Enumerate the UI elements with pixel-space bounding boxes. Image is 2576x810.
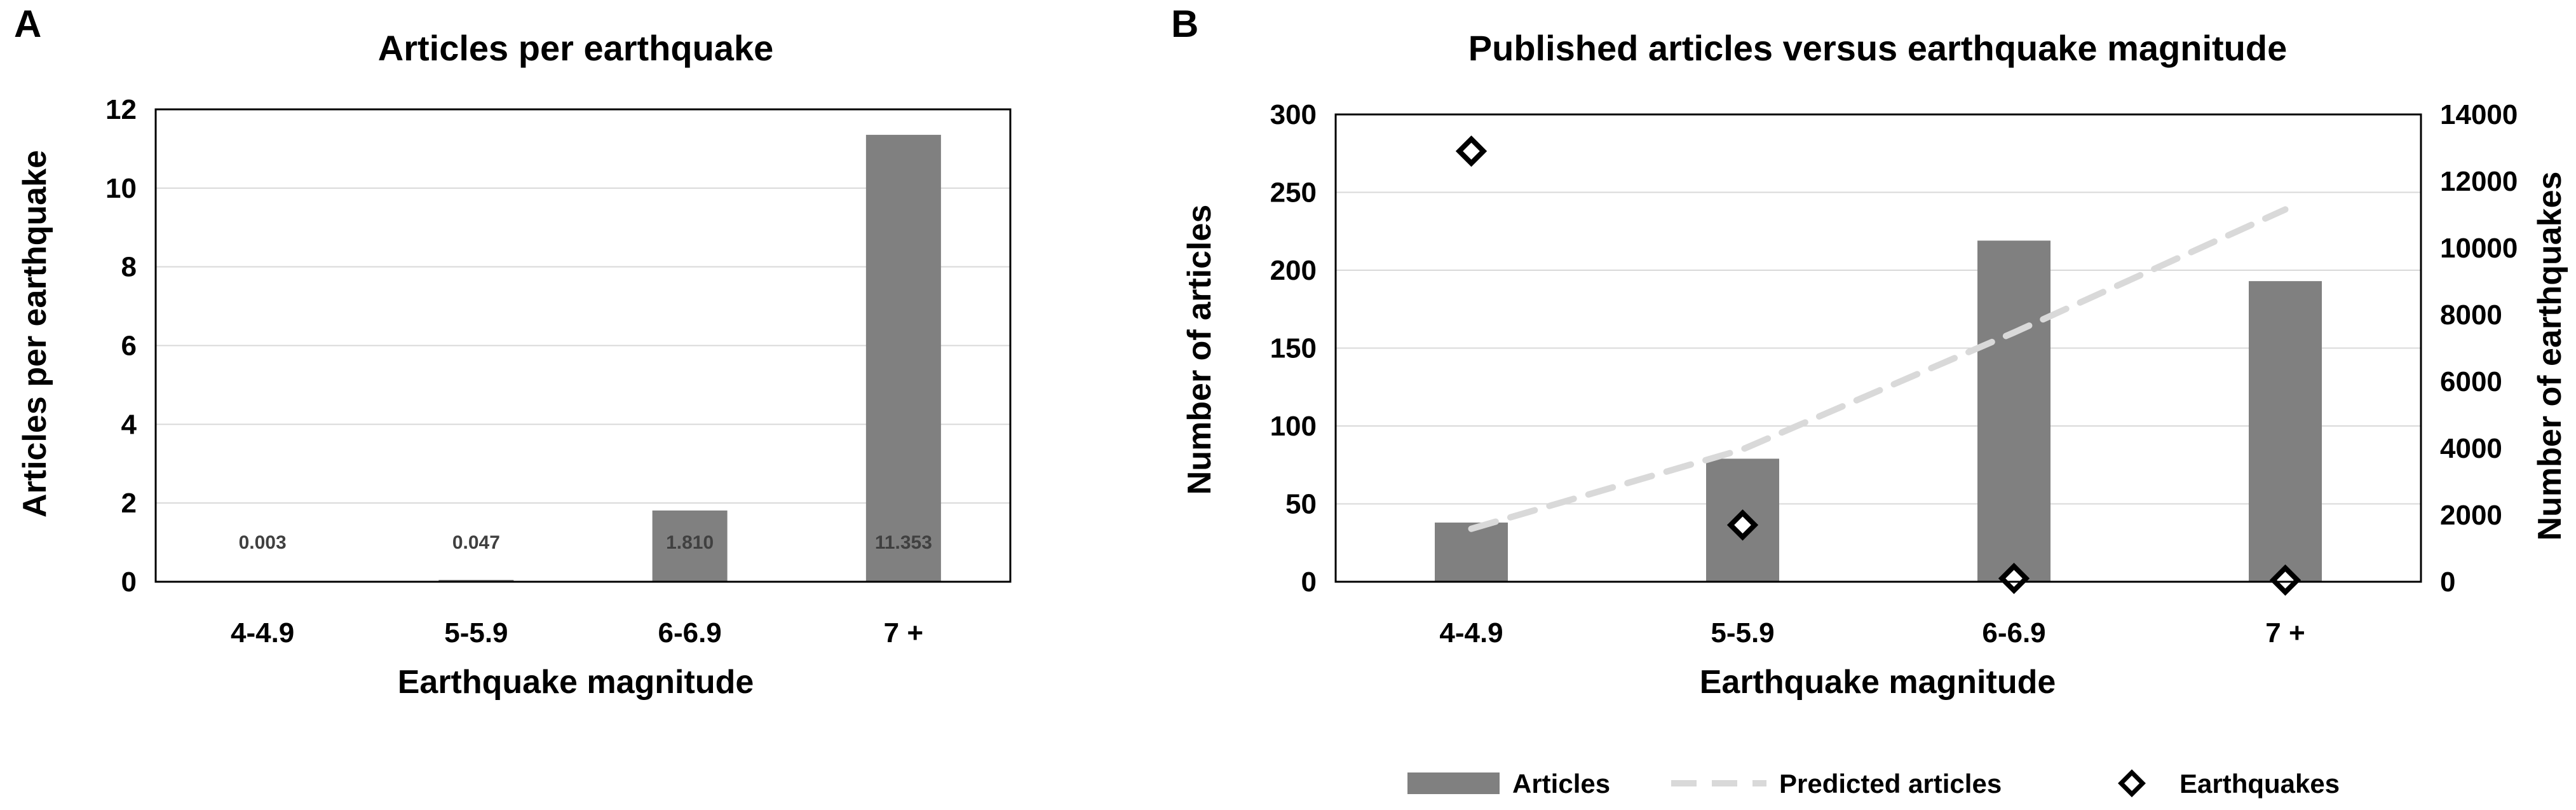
chart-b-y-axis-label: Number of articles — [1181, 205, 1218, 495]
chart-a-x-ticks: 4-4.9 5-5.9 6-6.9 7 + — [231, 617, 923, 649]
panel-b-chart: B Published articles versus earthquake m… — [1171, 3, 2568, 799]
chart-a-x-tick-label: 6-6.9 — [658, 617, 721, 649]
chart-b-y2-tick-label: 10000 — [2440, 233, 2518, 264]
chart-b-y2-tick-label: 0 — [2440, 566, 2455, 598]
chart-b-predicted-articles-line — [1468, 206, 2289, 532]
legend-predicted-label: Predicted articles — [1779, 769, 2002, 799]
chart-b-y2-tick-label: 6000 — [2440, 366, 2502, 397]
chart-a-y-tick-label: 10 — [105, 173, 137, 204]
chart-a-y-tick-label: 2 — [121, 488, 137, 519]
chart-b-y2-tick-label: 8000 — [2440, 299, 2502, 331]
chart-b-y-tick-label: 0 — [1301, 566, 1317, 598]
chart-b-x-tick-label: 6-6.9 — [1982, 617, 2045, 649]
chart-a-data-label: 0.047 — [452, 532, 500, 553]
panel-a-chart: A Articles per earthquake Earthquake mag… — [14, 3, 1012, 701]
chart-b-y-tick-label: 250 — [1270, 177, 1317, 209]
chart-b-y2-tick-label: 4000 — [2440, 433, 2502, 464]
chart-a-bars — [225, 135, 941, 582]
chart-a-y-ticks: 0 2 4 6 8 10 12 — [105, 94, 137, 598]
chart-a-data-label: 11.353 — [875, 532, 932, 553]
chart-b-x-tick-label: 7 + — [2265, 617, 2305, 649]
chart-a-x-tick-label: 4-4.9 — [231, 617, 294, 649]
chart-a-x-tick-label: 7 + — [884, 617, 923, 649]
chart-b-plot-frame — [1334, 113, 2422, 583]
chart-a-y-tick-label: 4 — [121, 409, 137, 440]
chart-a-title: Articles per earthquake — [378, 28, 773, 68]
legend-articles-label: Articles — [1512, 769, 1610, 799]
panel-a-letter: A — [14, 3, 41, 45]
chart-b-y2-tick-label: 2000 — [2440, 500, 2502, 531]
chart-a-bar — [652, 510, 728, 582]
chart-b-y2-tick-label: 14000 — [2440, 99, 2518, 130]
chart-b-x-ticks: 4-4.9 5-5.9 6-6.9 7 + — [1439, 617, 2305, 649]
chart-b-y-tick-label: 150 — [1270, 333, 1317, 364]
chart-b-earthquake-point — [1455, 135, 1488, 167]
chart-a-x-tick-label: 5-5.9 — [444, 617, 508, 649]
chart-b-x-axis-label: Earthquake magnitude — [1700, 664, 2056, 701]
legend-articles-swatch — [1407, 772, 1500, 794]
chart-a-bar — [865, 135, 941, 582]
chart-b-y2-axis-label: Number of earthquakes — [2532, 172, 2568, 541]
chart-b-y-ticks: 0 50 100 150 200 250 300 — [1270, 99, 1317, 598]
chart-b-legend: Articles Predicted articles Earthquakes — [1407, 769, 2340, 799]
legend-earthquakes-swatch — [2118, 769, 2146, 797]
chart-a-y-tick-label: 6 — [121, 331, 137, 362]
chart-b-earthquake-point — [1726, 509, 1759, 541]
chart-a-data-labels: 0.003 0.047 1.810 11.353 — [239, 532, 932, 553]
chart-b-y-tick-label: 300 — [1270, 99, 1317, 130]
chart-b-earthquake-point — [1998, 563, 2030, 594]
chart-b-y-tick-label: 100 — [1270, 411, 1317, 442]
chart-b-earthquake-point — [2269, 564, 2301, 596]
chart-b-earthquake-points — [1455, 135, 2301, 596]
chart-a-plot-frame — [154, 108, 1012, 583]
chart-a-y-tick-label: 12 — [105, 94, 137, 125]
chart-b-y2-tick-label: 12000 — [2440, 166, 2518, 197]
panel-b-letter: B — [1171, 3, 1198, 45]
chart-a-y-tick-label: 8 — [121, 252, 137, 283]
chart-a-y-tick-label: 0 — [121, 566, 137, 598]
chart-b-gridlines — [1336, 191, 2421, 505]
chart-a-data-label: 1.810 — [666, 532, 714, 553]
chart-b-y2-ticks: 0 2000 4000 6000 8000 10000 12000 14000 — [2440, 99, 2518, 598]
chart-b-y-tick-label: 200 — [1270, 255, 1317, 286]
chart-a-x-axis-label: Earthquake magnitude — [398, 664, 754, 701]
chart-b-bar — [2249, 281, 2322, 582]
chart-b-x-tick-label: 5-5.9 — [1711, 617, 1774, 649]
chart-a-data-label: 0.003 — [239, 532, 287, 553]
chart-b-bars — [1435, 240, 2322, 582]
chart-b-bar — [1435, 522, 1508, 582]
chart-b-bar — [1977, 240, 2051, 582]
chart-b-title: Published articles versus earthquake mag… — [1468, 28, 2287, 68]
legend-earthquakes-label: Earthquakes — [2179, 769, 2340, 799]
chart-a-y-axis-label: Articles per earthquake — [17, 150, 53, 518]
chart-b-predicted-line — [1468, 206, 2289, 532]
chart-b-x-tick-label: 4-4.9 — [1439, 617, 1503, 649]
chart-b-y-tick-label: 50 — [1285, 489, 1317, 520]
